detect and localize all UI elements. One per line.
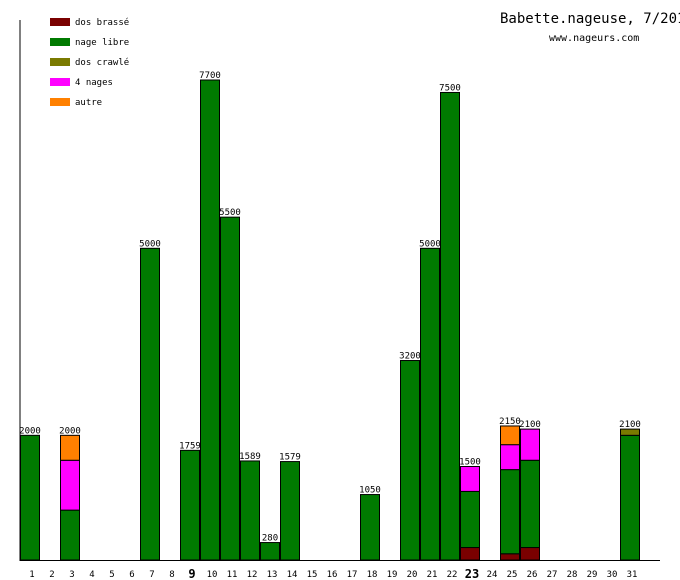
total-label-day-26: 2100: [519, 420, 541, 430]
total-label-day-9: 1759: [179, 441, 201, 451]
bar-day-3-series-1: [60, 509, 80, 561]
legend-label-1: nage libre: [75, 38, 129, 48]
total-label-day-18: 1050: [359, 486, 381, 496]
x-tick-17: 17: [347, 570, 358, 580]
totals-layer: 2000 2000 5000 1759 7700 5500 1589 280 1579 1050 3…: [19, 71, 641, 544]
x-tick-10: 10: [207, 570, 218, 580]
x-tick-15: 15: [307, 570, 318, 580]
x-tick-23: 23: [465, 567, 479, 580]
x-tick-31: 31: [627, 570, 638, 580]
total-label-day-13: 280: [262, 534, 278, 544]
bar-day-18-series-1: [360, 494, 380, 561]
x-tick-22: 22: [447, 570, 458, 580]
total-label-day-10: 7700: [199, 71, 221, 81]
x-tick-29: 29: [587, 570, 598, 580]
x-tick-24: 24: [487, 570, 498, 580]
x-tick-27: 27: [547, 570, 558, 580]
bar-day-22-series-1: [440, 91, 460, 561]
bar-day-31-series-1: [620, 434, 640, 561]
legend: dos brassé nage libre dos crawlé 4 nages aut…: [50, 17, 129, 108]
x-tick-18: 18: [367, 570, 378, 580]
bar-day-10-series-1: [200, 79, 220, 561]
total-label-day-23: 1500: [459, 457, 481, 467]
legend-label-2: dos crawlé: [75, 57, 129, 68]
x-tick-labels: 1 2 3 4 5 6 7 8 9 10 11 12 13 14 15 16 17 18 19 20 21 22 23 24 2…: [29, 567, 637, 580]
total-label-day-21: 5000: [419, 239, 441, 249]
x-tick-1: 1: [29, 570, 34, 580]
total-label-day-25: 2150: [499, 417, 521, 427]
x-tick-6: 6: [129, 570, 134, 580]
bar-day-23-series-3: [460, 465, 480, 492]
x-tick-19: 19: [387, 570, 398, 580]
bar-day-31-series-2: [620, 428, 640, 436]
x-tick-11: 11: [227, 570, 238, 580]
total-label-day-22: 7500: [439, 83, 461, 93]
x-tick-16: 16: [327, 570, 338, 580]
bar-day-26-series-1: [520, 459, 540, 549]
bar-day-21-series-1: [420, 247, 440, 561]
bar-day-23-series-1: [460, 490, 480, 549]
x-tick-7: 7: [149, 570, 154, 580]
x-tick-8: 8: [169, 570, 174, 580]
bar-day-12-series-1: [240, 460, 260, 561]
bar-day-23-series-0: [460, 547, 480, 561]
bar-day-26-series-3: [520, 428, 540, 461]
total-label-day-1: 2000: [19, 426, 41, 436]
x-tick-20: 20: [407, 570, 418, 580]
bar-day-14-series-1: [280, 461, 300, 561]
bar-day-3-series-4: [60, 434, 80, 461]
total-label-day-14: 1579: [279, 453, 301, 463]
legend-label-3: 4 nages: [75, 78, 113, 88]
chart-subtitle: www.nageurs.com: [549, 33, 639, 44]
bar-day-20-series-1: [400, 360, 420, 561]
x-tick-4: 4: [89, 570, 94, 580]
bar-day-13-series-1: [260, 542, 280, 561]
total-label-day-7: 5000: [139, 239, 161, 249]
x-tick-2: 2: [49, 570, 54, 580]
legend-swatch-0: [50, 18, 70, 26]
bar-day-7-series-1: [140, 247, 160, 561]
legend-swatch-3: [50, 78, 70, 86]
bar-day-1-series-1: [20, 434, 40, 561]
total-label-day-20: 3200: [399, 352, 421, 362]
legend-swatch-1: [50, 38, 70, 46]
legend-swatch-4: [50, 98, 70, 106]
total-label-day-11: 5500: [219, 208, 241, 218]
x-tick-12: 12: [247, 570, 258, 580]
x-tick-9: 9: [188, 567, 195, 580]
bar-day-3-series-3: [60, 459, 80, 511]
x-tick-3: 3: [69, 570, 74, 580]
bar-day-25-series-3: [500, 444, 520, 471]
x-tick-28: 28: [567, 570, 578, 580]
total-label-day-3: 2000: [59, 426, 81, 436]
bar-day-26-series-0: [520, 547, 540, 561]
bar-day-25-series-4: [500, 425, 520, 446]
x-tick-25: 25: [507, 570, 518, 580]
x-tick-30: 30: [607, 570, 618, 580]
bar-day-25-series-1: [500, 469, 520, 555]
bars-layer: [20, 79, 640, 561]
bar-day-9-series-1: [180, 449, 200, 561]
legend-label-0: dos brassé: [75, 17, 129, 28]
x-tick-14: 14: [287, 570, 298, 580]
total-label-day-31: 2100: [619, 420, 641, 430]
x-tick-21: 21: [427, 570, 438, 580]
bar-day-11-series-1: [220, 216, 240, 561]
chart-title: Babette.nageuse, 7/2018: [500, 11, 680, 27]
total-label-day-12: 1589: [239, 452, 261, 462]
legend-swatch-2: [50, 58, 70, 66]
bar-day-25-series-0: [500, 553, 520, 561]
x-tick-5: 5: [109, 570, 114, 580]
x-tick-26: 26: [527, 570, 538, 580]
legend-label-4: autre: [75, 98, 102, 108]
x-tick-13: 13: [267, 570, 278, 580]
